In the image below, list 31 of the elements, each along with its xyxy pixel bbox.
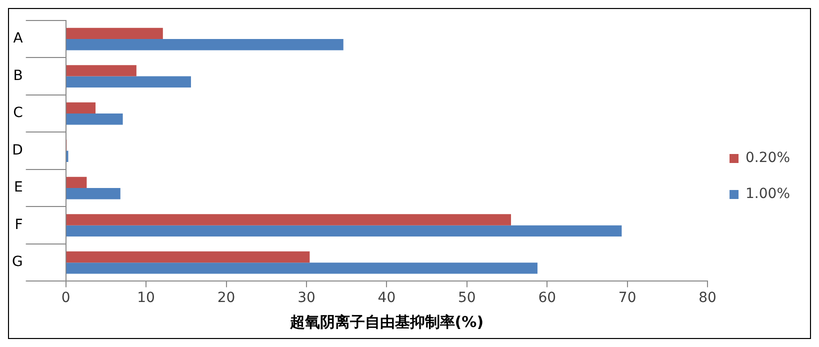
y-tick-label: A [13, 30, 24, 47]
bar [66, 262, 538, 274]
legend-label: 0.20% [746, 150, 790, 166]
bar [66, 76, 191, 88]
x-tick-label: 70 [618, 290, 636, 306]
x-axis-title: 超氧阴离子自由基抑制率(%) [288, 312, 484, 331]
x-tick-label: 60 [538, 290, 556, 306]
bar [66, 251, 310, 263]
bar [66, 114, 123, 125]
bar [66, 214, 512, 226]
bar [66, 188, 120, 200]
y-tick-label: E [14, 180, 23, 196]
x-tick-label: 80 [698, 290, 716, 306]
bar [66, 28, 163, 40]
bar [66, 65, 136, 76]
bar [66, 39, 344, 50]
y-tick-label: G [12, 254, 23, 270]
y-tick-label: C [13, 105, 24, 122]
bar [66, 102, 96, 114]
bar [66, 225, 622, 236]
x-tick-label: 40 [378, 290, 396, 306]
x-tick-label: 10 [137, 290, 155, 306]
bar [66, 176, 87, 188]
x-tick-label: 50 [458, 290, 476, 306]
y-tick-label: B [13, 68, 23, 84]
y-tick-label: F [14, 216, 23, 233]
y-tick-label: D [12, 142, 23, 158]
x-tick-label: 20 [217, 290, 236, 306]
x-tick-label: 30 [298, 290, 316, 306]
x-tick-label: 0 [61, 290, 70, 306]
legend-label: 1.00% [746, 186, 790, 202]
